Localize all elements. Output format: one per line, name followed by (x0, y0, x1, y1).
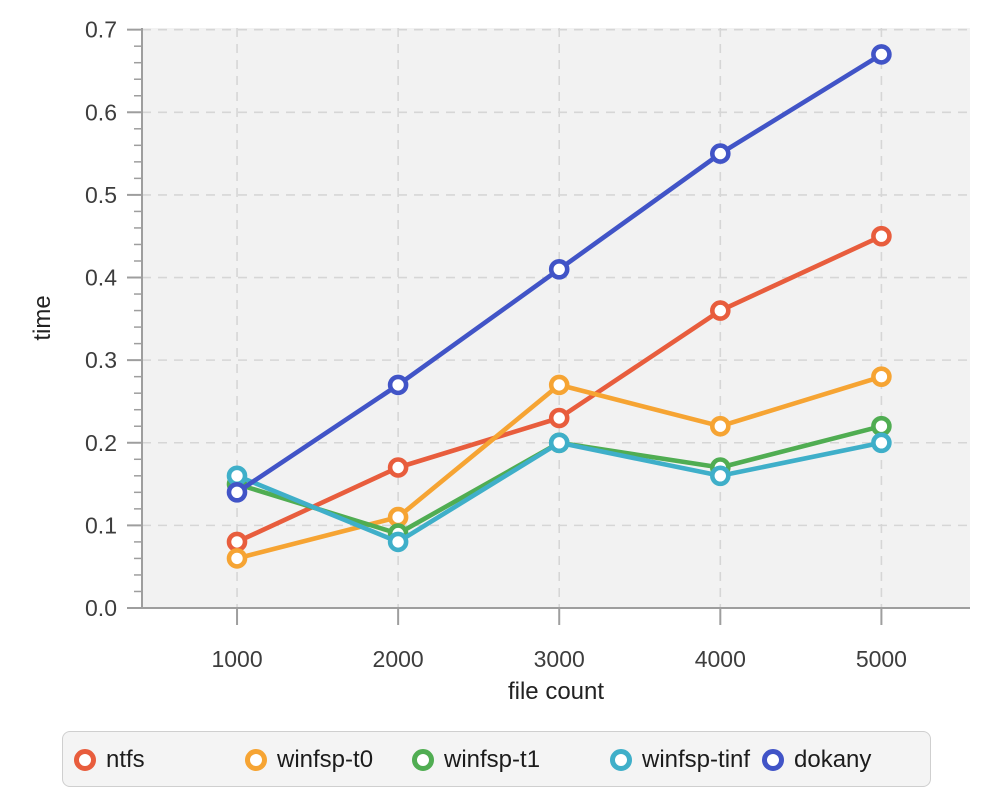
data-point-dokany (387, 374, 409, 396)
x-tick-label: 4000 (695, 646, 746, 672)
data-point-winfsp-t0 (387, 506, 409, 528)
y-tick-label: 0.0 (85, 595, 117, 621)
data-point-winfsp-t0 (871, 366, 892, 388)
x-tick-label: 5000 (856, 646, 907, 672)
legend-marker-icon (74, 749, 96, 771)
legend-marker-icon (412, 749, 434, 771)
legend-label: winfsp-tinf (642, 746, 751, 773)
data-point-winfsp-tinf (871, 432, 892, 454)
data-point-winfsp-t1 (871, 415, 892, 437)
data-point-ntfs (871, 225, 892, 247)
data-point-dokany (226, 481, 248, 503)
data-point-winfsp-tinf (387, 531, 409, 553)
x-tick-label: 2000 (373, 646, 424, 672)
legend-label: winfsp-t0 (277, 746, 374, 773)
data-point-ntfs (709, 300, 731, 321)
x-axis-title: file count (508, 678, 604, 705)
y-tick-label: 0.1 (85, 512, 117, 538)
legend-item-dokany: dokany (762, 732, 871, 788)
y-tick-label: 0.2 (85, 430, 117, 456)
data-point-ntfs (226, 531, 248, 553)
legend-item-winfsp-tinf: winfsp-tinf (610, 732, 750, 788)
data-point-winfsp-t0 (226, 548, 248, 569)
legend-label: ntfs (106, 746, 145, 773)
data-point-winfsp-t0 (548, 374, 570, 396)
legend: ntfs winfsp-t0 winfsp-t1 winfsp-tinf dokany (62, 731, 931, 787)
data-point-winfsp-tinf (709, 465, 731, 487)
legend-item-ntfs: ntfs (74, 732, 145, 788)
data-point-dokany (709, 143, 731, 164)
y-tick-label: 0.4 (85, 265, 117, 291)
data-point-winfsp-tinf (226, 465, 248, 487)
y-tick-label: 0.6 (85, 99, 117, 125)
plot-background (142, 28, 970, 608)
data-point-winfsp-tinf (548, 432, 570, 454)
data-point-ntfs (387, 457, 409, 478)
legend-label: winfsp-t1 (444, 746, 541, 773)
legend-item-winfsp-t1: winfsp-t1 (412, 732, 540, 788)
data-point-winfsp-t0 (709, 415, 731, 437)
data-point-dokany (548, 258, 570, 280)
legend-marker-icon (610, 749, 632, 771)
y-tick-label: 0.7 (85, 17, 117, 43)
y-axis-title: time (29, 295, 56, 340)
x-tick-label: 3000 (534, 646, 585, 672)
y-tick-label: 0.5 (85, 182, 117, 208)
y-tick-label: 0.3 (85, 347, 117, 373)
data-point-dokany (871, 44, 892, 65)
x-tick-label: 1000 (211, 646, 262, 672)
legend-marker-icon (762, 749, 784, 771)
data-point-ntfs (548, 407, 570, 429)
legend-label: dokany (794, 746, 872, 773)
legend-item-winfsp-t0: winfsp-t0 (245, 732, 373, 788)
legend-marker-icon (245, 749, 267, 771)
